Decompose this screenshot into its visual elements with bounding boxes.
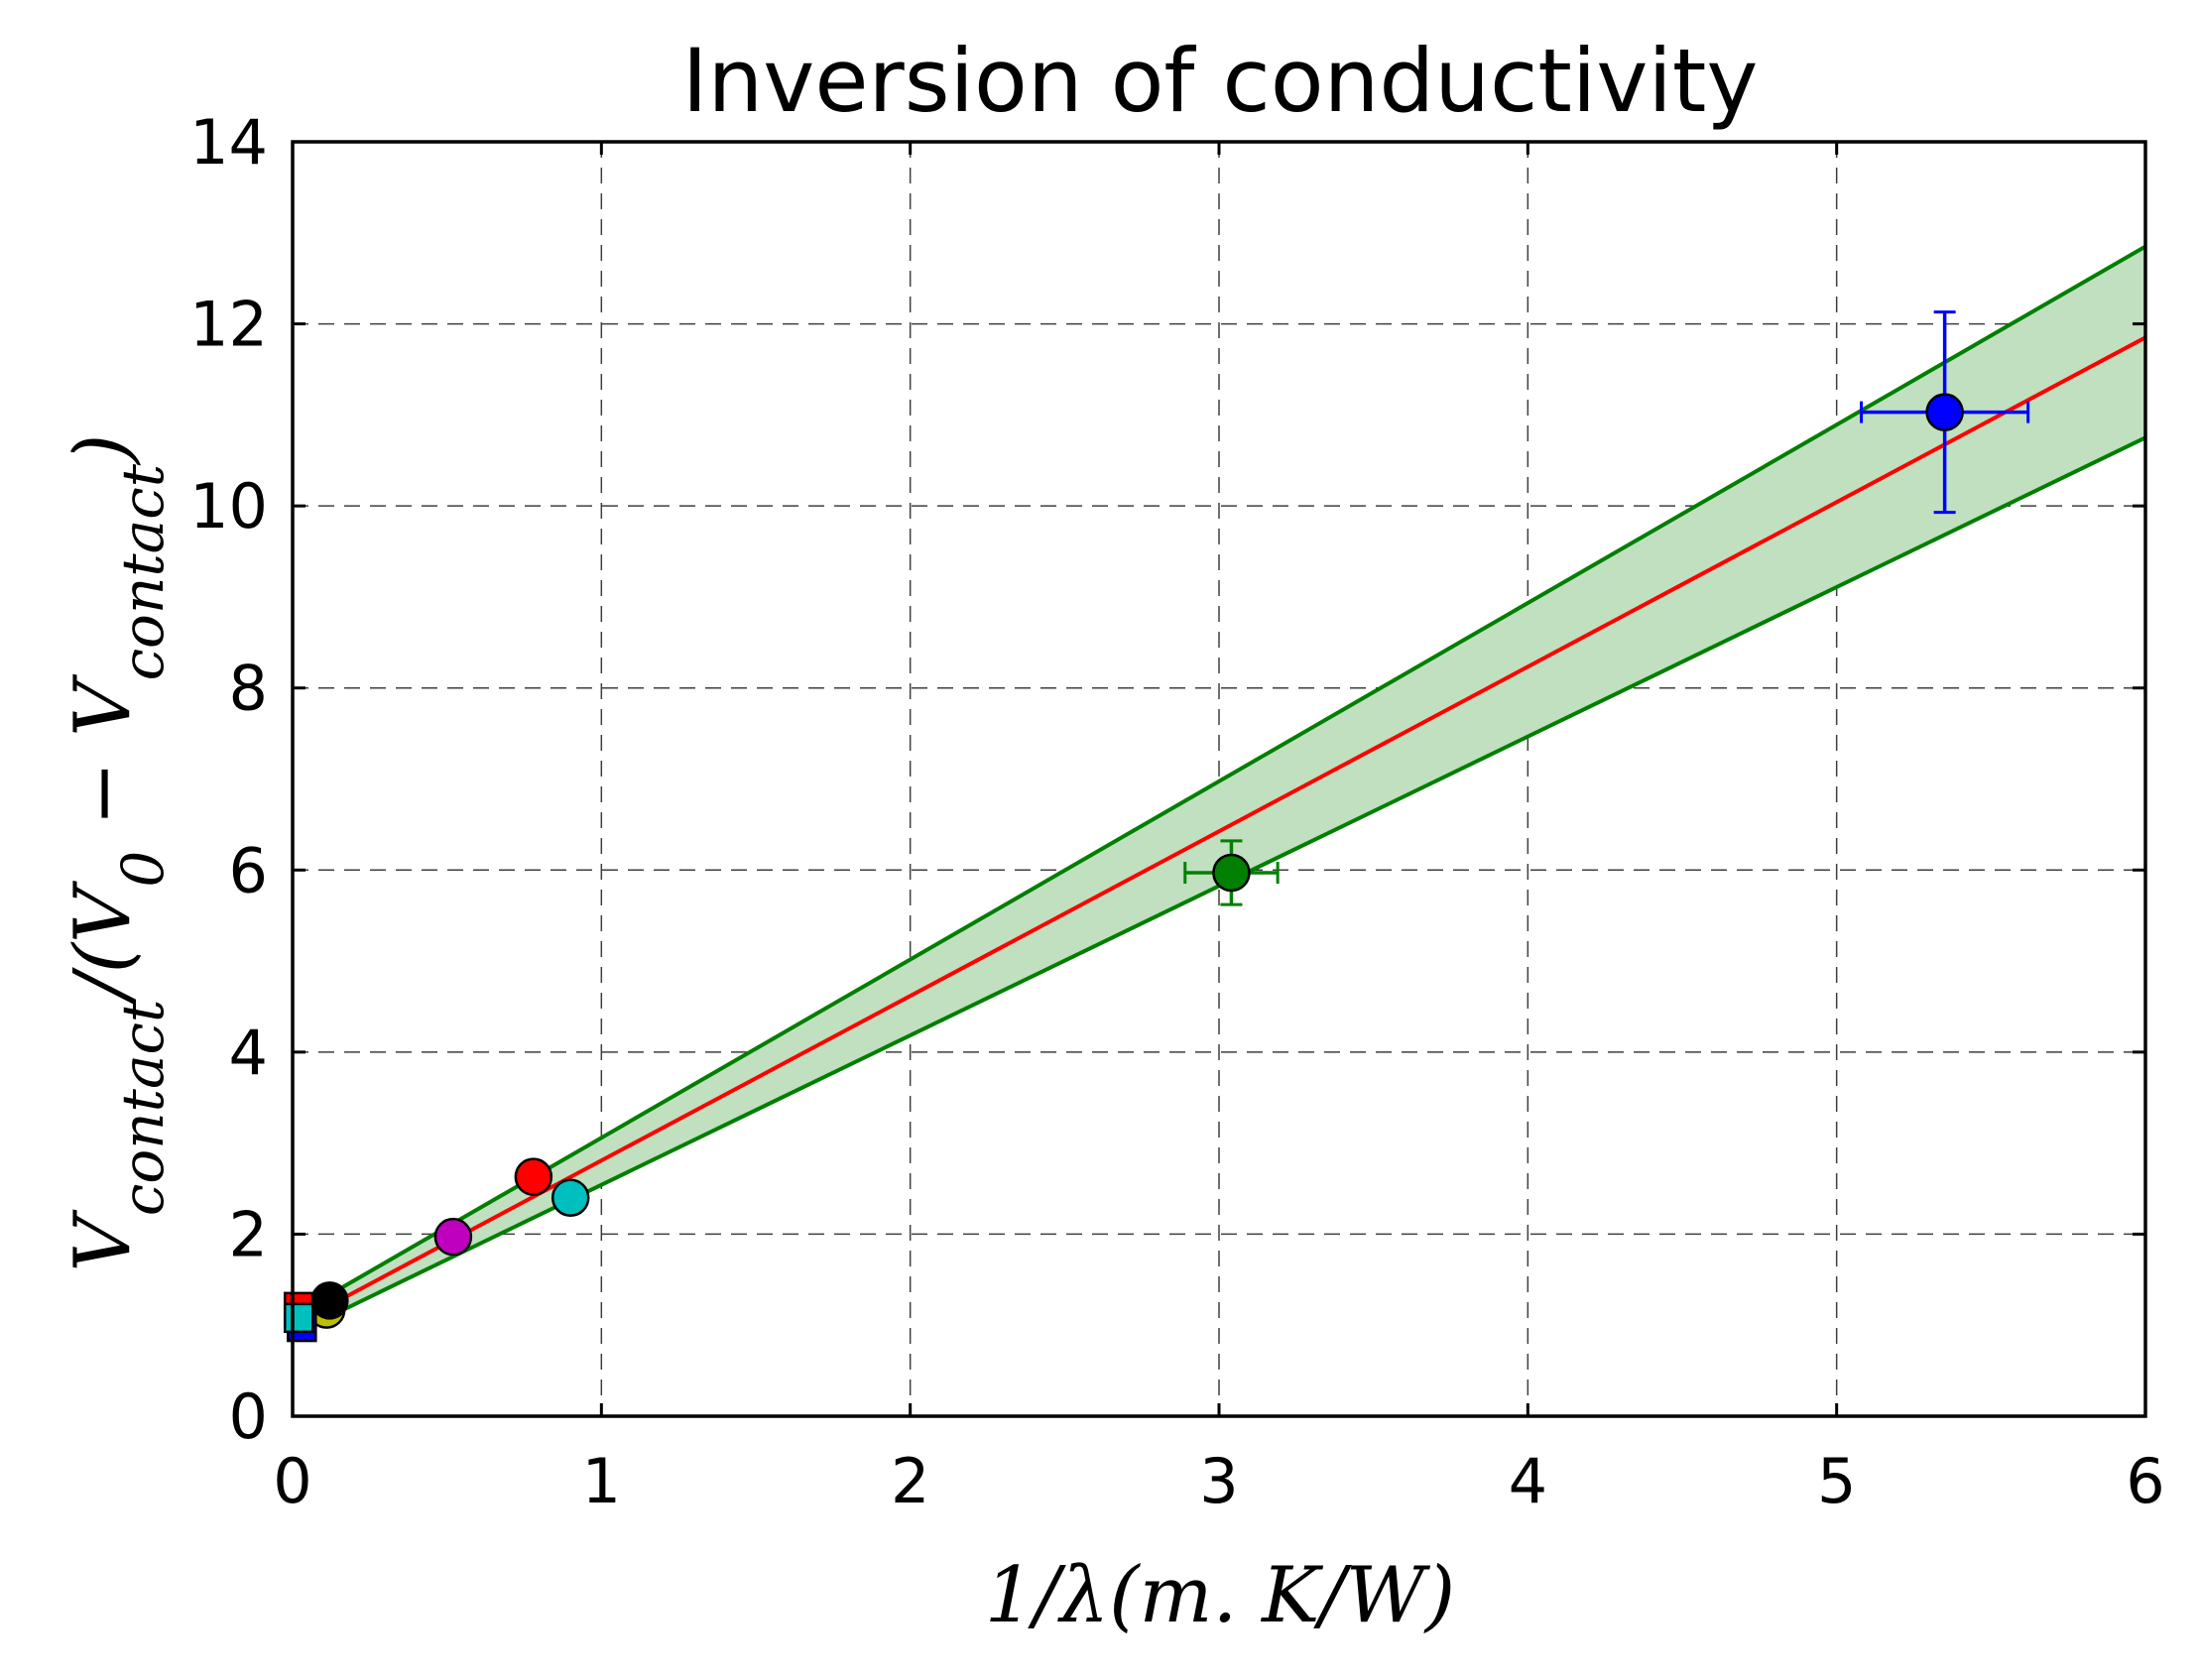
y-axis-label: Vcontact/(V0 − Vcontact) (59, 434, 177, 1272)
y-tick-label: 4 (229, 1017, 268, 1089)
x-tick-label: 5 (1817, 1445, 1856, 1517)
y-label-s2: 0 (109, 851, 177, 888)
data-point (550, 1178, 590, 1217)
upper-bound-line (292, 244, 2146, 1318)
y-tick-label: 0 (229, 1380, 268, 1453)
data-point (433, 1217, 473, 1257)
y-tick-label: 10 (189, 470, 268, 542)
chart-title: Inversion of conductivity (682, 30, 1759, 132)
y-tick-label: 12 (189, 289, 268, 361)
x-axis-label: 1/λ(m. K/W) (985, 1551, 1455, 1640)
y-label-mid: /( (59, 941, 148, 1006)
data-points-group (283, 310, 2030, 1343)
y-tick-label: 6 (229, 834, 268, 906)
data-point (514, 1157, 553, 1196)
fit-line-group (292, 335, 2146, 1327)
data-point (1925, 393, 1964, 431)
x-tick-label: 2 (891, 1445, 929, 1517)
y-tick-label: 2 (229, 1198, 268, 1270)
x-tick-label: 4 (1509, 1445, 1547, 1517)
y-label-v2: V (59, 881, 148, 943)
y-label-s3: contact (109, 463, 177, 680)
data-point (1212, 853, 1251, 893)
grid-lines (293, 142, 2145, 1416)
x-tick-label: 0 (273, 1445, 311, 1517)
x-tick-label: 3 (1199, 1445, 1238, 1517)
y-label-end: ) (59, 434, 148, 466)
y-label-minus: − (59, 737, 148, 851)
fit-line (292, 335, 2146, 1327)
y-tick-label: 8 (229, 653, 268, 725)
x-tick-label: 1 (582, 1445, 621, 1517)
y-label-s1: contact (109, 999, 177, 1216)
y-tick-label: 14 (189, 106, 268, 179)
data-point (310, 1281, 349, 1320)
y-label-v3: V (59, 674, 148, 737)
x-tick-label: 6 (2126, 1445, 2164, 1517)
y-label-v1: V (59, 1209, 148, 1271)
data-point-square (283, 1302, 314, 1334)
confidence-band (293, 246, 2145, 1335)
